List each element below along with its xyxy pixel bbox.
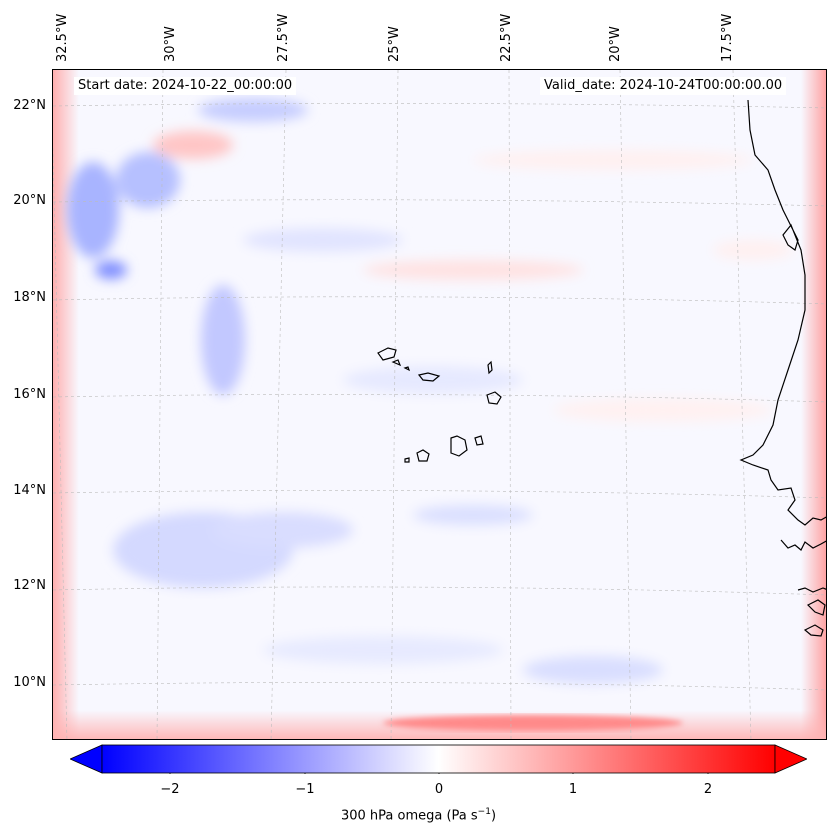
lon-label-17.5W: 17.5°W (720, 13, 735, 62)
lat-label-12N: 12°N (13, 578, 46, 593)
colorbar-tick-label: −1 (295, 782, 315, 797)
coastline (739, 99, 826, 637)
lon-label-32.5W: 32.5°W (55, 13, 70, 62)
colorbar-tick-label: 2 (703, 782, 713, 797)
lat-label-14N: 14°N (13, 483, 46, 498)
colorbar-tick-marks (169, 773, 709, 774)
colorbar-extend-low (70, 744, 103, 774)
lon-label-20W: 20°W (608, 26, 623, 62)
omega-map (52, 69, 827, 740)
lat-label-20N: 20°N (13, 193, 46, 208)
southern-red-band (383, 715, 683, 731)
colorbar-extend-high (774, 744, 807, 774)
boundary-east (801, 70, 826, 739)
colorbar-tick-label: 0 (434, 782, 444, 797)
graticule (53, 70, 826, 739)
colorbar-label: 300 hPa omega (Pa s−1) (340, 807, 497, 824)
anomaly-patches (67, 98, 793, 684)
colorbar-tick-label: −2 (160, 782, 180, 797)
lon-label-25W: 25°W (387, 26, 402, 62)
lat-label-10N: 10°N (13, 675, 46, 690)
lon-label-30W: 30°W (163, 26, 178, 62)
boundary-west (53, 70, 79, 739)
lat-label-18N: 18°N (13, 290, 46, 305)
cabo-verde-islands (377, 347, 502, 463)
colorbar-tick-label: 1 (568, 782, 578, 797)
lon-label-22.5W: 22.5°W (499, 13, 514, 62)
start-date-label: Start date: 2024-10-22_00:00:00 (74, 77, 297, 95)
lat-label-22N: 22°N (13, 98, 46, 113)
lon-label-27.5W: 27.5°W (276, 13, 291, 62)
lat-label-16N: 16°N (13, 387, 46, 402)
colorbar-body (101, 744, 776, 774)
omega-field (53, 70, 826, 739)
colorbar (70, 744, 807, 774)
valid-date-label: Valid_date: 2024-10-24T00:00:00.00 (540, 77, 787, 95)
